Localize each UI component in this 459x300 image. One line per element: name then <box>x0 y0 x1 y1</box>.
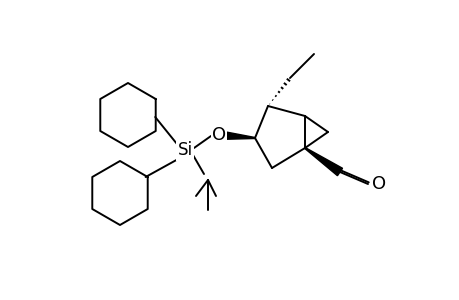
Text: O: O <box>371 175 385 193</box>
Text: Si: Si <box>177 141 192 159</box>
Polygon shape <box>304 148 342 176</box>
Polygon shape <box>217 130 254 140</box>
Text: O: O <box>212 126 225 144</box>
